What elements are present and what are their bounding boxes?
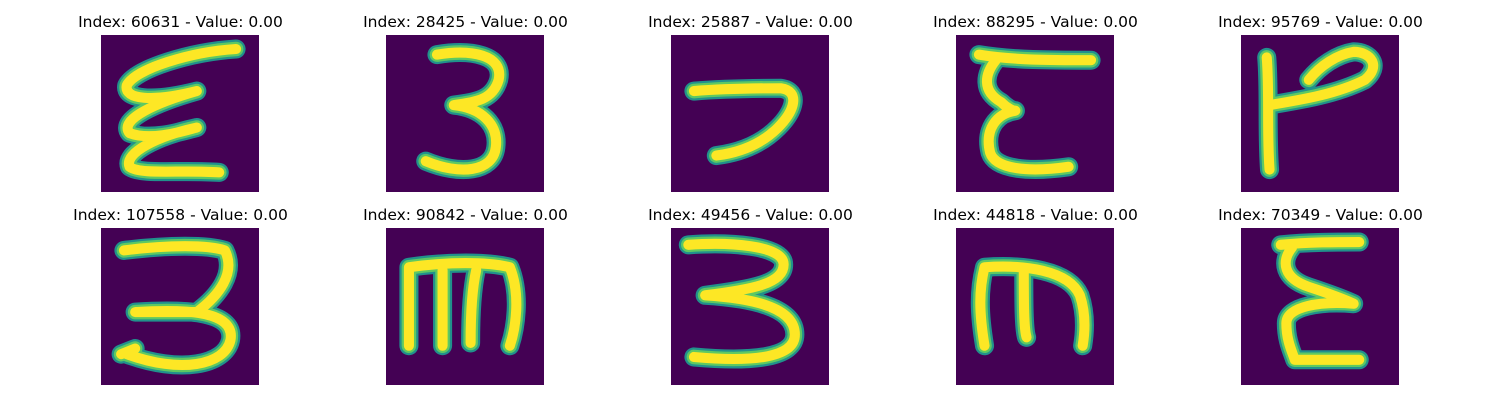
panel-title: Index: 49456 - Value: 0.00	[648, 206, 853, 224]
panel-title: Index: 95769 - Value: 0.00	[1218, 13, 1423, 31]
digit-image	[101, 228, 259, 385]
panel-5: Index: 95769 - Value: 0.00	[1178, 12, 1463, 202]
panel-4: Index: 88295 - Value: 0.00	[893, 12, 1178, 202]
panel-title: Index: 70349 - Value: 0.00	[1218, 206, 1423, 224]
panel-1: Index: 60631 - Value: 0.00	[38, 12, 323, 202]
digit-image	[101, 35, 259, 192]
panel-7: Index: 90842 - Value: 0.00	[323, 205, 608, 395]
panel-6: Index: 107558 - Value: 0.00	[38, 205, 323, 395]
panel-2: Index: 28425 - Value: 0.00	[323, 12, 608, 202]
panel-title: Index: 90842 - Value: 0.00	[363, 206, 568, 224]
panel-title: Index: 88295 - Value: 0.00	[933, 13, 1138, 31]
handwritten-glyph-3-icon	[416, 43, 509, 180]
digit-image	[1241, 35, 1399, 192]
handwritten-glyph-hook-icon	[684, 78, 803, 166]
handwritten-glyph-epsilon-icon	[1271, 232, 1369, 370]
panel-3: Index: 25887 - Value: 0.00	[608, 12, 893, 202]
panel-title: Index: 60631 - Value: 0.00	[78, 13, 283, 31]
digit-image	[1241, 228, 1399, 385]
panel-8: Index: 49456 - Value: 0.00	[608, 205, 893, 395]
handwritten-glyph-m-icon	[970, 257, 1095, 356]
handwritten-glyph-m-icon	[399, 253, 526, 356]
handwritten-glyph-curly-e-icon	[117, 39, 246, 182]
panel-title: Index: 44818 - Value: 0.00	[933, 206, 1138, 224]
digit-image	[671, 228, 829, 385]
digit-image	[956, 228, 1114, 385]
panel-title: Index: 28425 - Value: 0.00	[363, 13, 568, 31]
panel-10: Index: 70349 - Value: 0.00	[1178, 205, 1463, 395]
panel-title: Index: 25887 - Value: 0.00	[648, 13, 853, 31]
panel-9: Index: 44818 - Value: 0.00	[893, 205, 1178, 395]
handwritten-glyph-3-icon	[111, 236, 241, 375]
digit-image	[671, 35, 829, 192]
digit-image	[956, 35, 1114, 192]
handwritten-glyph-epsilon-icon	[969, 45, 1101, 179]
digit-image	[386, 35, 544, 192]
panel-title: Index: 107558 - Value: 0.00	[73, 206, 288, 224]
handwritten-glyph-p-icon	[1257, 42, 1383, 180]
handwritten-glyph-3-icon	[678, 234, 805, 369]
digit-image	[386, 228, 544, 385]
